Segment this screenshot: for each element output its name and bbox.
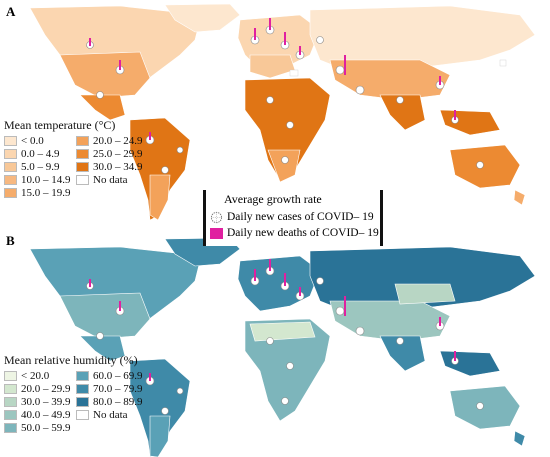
- cases-legend-row: Daily new cases of COVID– 19: [210, 209, 376, 225]
- legend-item: 30.0 – 39.9: [4, 396, 76, 408]
- legend-item: 0.0 – 4.9: [4, 148, 76, 160]
- legend-item: 5.0 – 9.9: [4, 161, 76, 173]
- temperature-legend-title: Mean temperature (°C): [4, 118, 116, 132]
- legend-label: 20.0 – 24.9: [93, 135, 143, 147]
- legend-item: 80.0 – 89.9: [76, 396, 156, 408]
- temperature-legend-grid: < 0.0 20.0 – 24.9 0.0 – 4.9 25.0 – 29.9 5.0 …: [4, 135, 156, 199]
- legend-label: 50.0 – 59.9: [21, 422, 71, 434]
- legend-item: 10.0 – 14.9: [4, 174, 76, 186]
- growth-rate-legend: Average growth rate Daily new cases of C…: [203, 190, 383, 246]
- legend-swatch: [76, 149, 89, 159]
- temperature-map-panel: A Mean temperature (°C) < 0.0 20.0 – 24.9…: [0, 0, 550, 228]
- cases-circle-icon: [210, 211, 223, 223]
- cases-legend-label: Daily new cases of COVID– 19: [227, 211, 374, 223]
- covid-markers-a: [86, 25, 484, 174]
- legend-label: < 20.0: [21, 370, 50, 382]
- legend-item: 40.0 – 49.9: [4, 409, 76, 421]
- legend-label: 70.0 – 79.9: [93, 383, 143, 395]
- humidity-map-panel: B Mean relative humidity (%) < 20.0 60.0 …: [0, 229, 550, 457]
- deaths-legend-label: Daily new deaths of COVID– 19: [227, 227, 379, 239]
- legend-item: 25.0 – 29.9: [76, 148, 156, 160]
- legend-swatch: [76, 410, 89, 420]
- legend-swatch: [4, 136, 17, 146]
- death-bars-b: [89, 259, 456, 381]
- humidity-legend-title: Mean relative humidity (%): [4, 353, 138, 367]
- legend-label: 5.0 – 9.9: [21, 161, 60, 173]
- legend-item: 70.0 – 79.9: [76, 383, 156, 395]
- legend-item: No data: [76, 409, 156, 421]
- legend-label: No data: [93, 174, 128, 186]
- legend-label: 10.0 – 14.9: [21, 174, 71, 186]
- legend-swatch: [76, 162, 89, 172]
- legend-item: 60.0 – 69.9: [76, 370, 156, 382]
- legend-label: 40.0 – 49.9: [21, 409, 71, 421]
- legend-item: 50.0 – 59.9: [4, 422, 76, 434]
- legend-item: 30.0 – 34.9: [76, 161, 156, 173]
- legend-swatch: [76, 175, 89, 185]
- legend-swatch: [76, 136, 89, 146]
- legend-label: < 0.0: [21, 135, 44, 147]
- legend-item: No data: [76, 174, 156, 186]
- legend-item: 15.0 – 19.9: [4, 187, 76, 199]
- panel-a-letter: A: [6, 4, 16, 19]
- legend-item: < 0.0: [4, 135, 76, 147]
- legend-swatch: [4, 188, 17, 198]
- legend-item: 20.0 – 24.9: [76, 135, 156, 147]
- legend-label: 30.0 – 34.9: [93, 161, 143, 173]
- legend-swatch: [4, 397, 17, 407]
- panel-b-letter: B: [6, 233, 15, 248]
- legend-swatch: [4, 149, 17, 159]
- legend-label: 25.0 – 29.9: [93, 148, 143, 160]
- humidity-legend-grid: < 20.0 60.0 – 69.9 20.0 – 29.9 70.0 – 79.9 3…: [4, 370, 156, 434]
- temperature-world-map: [0, 0, 550, 228]
- temperature-legend: Mean temperature (°C) < 0.0 20.0 – 24.9 0.…: [4, 118, 156, 199]
- legend-swatch: [76, 384, 89, 394]
- legend-label: 20.0 – 29.9: [21, 383, 71, 395]
- legend-swatch: [4, 175, 17, 185]
- legend-item: < 20.0: [4, 370, 76, 382]
- legend-label: 60.0 – 69.9: [93, 370, 143, 382]
- legend-label: 30.0 – 39.9: [21, 396, 71, 408]
- legend-label: 80.0 – 89.9: [93, 396, 143, 408]
- humidity-world-map: [0, 229, 550, 457]
- legend-swatch: [4, 371, 17, 381]
- legend-swatch: [4, 410, 17, 420]
- legend-item: 20.0 – 29.9: [4, 383, 76, 395]
- legend-swatch: [76, 371, 89, 381]
- legend-swatch: [76, 397, 89, 407]
- legend-label: 0.0 – 4.9: [21, 148, 60, 160]
- growth-legend-title: Average growth rate: [224, 192, 322, 206]
- legend-swatch: [4, 384, 17, 394]
- deaths-legend-row: Daily new deaths of COVID– 19: [210, 225, 379, 241]
- legend-swatch: [4, 162, 17, 172]
- humidity-legend: Mean relative humidity (%) < 20.0 60.0 – …: [4, 353, 156, 434]
- legend-swatch: [4, 423, 17, 433]
- death-bars-a: [89, 18, 456, 140]
- deaths-square-icon: [210, 227, 223, 239]
- legend-label: 15.0 – 19.9: [21, 187, 71, 199]
- legend-label: No data: [93, 409, 128, 421]
